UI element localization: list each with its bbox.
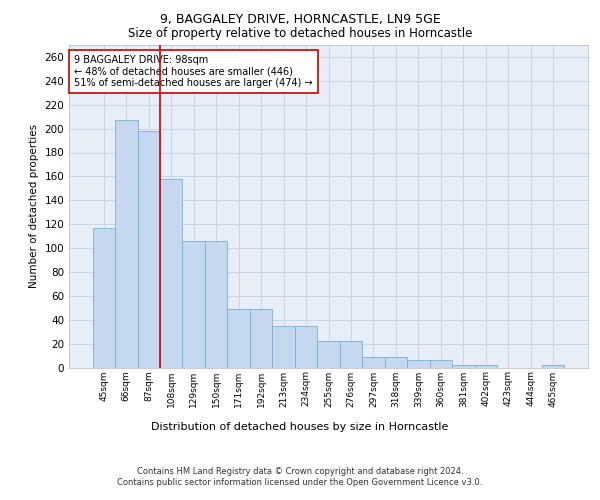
Bar: [340, 341, 362, 367]
Bar: [475, 365, 497, 368]
Bar: [430, 360, 452, 368]
Bar: [115, 120, 137, 368]
Y-axis label: Number of detached properties: Number of detached properties: [29, 124, 39, 288]
Bar: [407, 360, 430, 368]
Bar: [317, 341, 340, 367]
Text: Distribution of detached houses by size in Horncastle: Distribution of detached houses by size …: [151, 422, 449, 432]
Bar: [385, 357, 407, 368]
Bar: [137, 131, 160, 368]
Bar: [542, 365, 565, 368]
Text: 9, BAGGALEY DRIVE, HORNCASTLE, LN9 5GE: 9, BAGGALEY DRIVE, HORNCASTLE, LN9 5GE: [160, 12, 440, 26]
Bar: [362, 357, 385, 368]
Bar: [205, 241, 227, 368]
Bar: [452, 365, 475, 368]
Text: 9 BAGGALEY DRIVE: 98sqm
← 48% of detached houses are smaller (446)
51% of semi-d: 9 BAGGALEY DRIVE: 98sqm ← 48% of detache…: [74, 54, 313, 88]
Bar: [295, 326, 317, 368]
Bar: [272, 326, 295, 368]
Text: Contains HM Land Registry data © Crown copyright and database right 2024.
Contai: Contains HM Land Registry data © Crown c…: [118, 468, 482, 487]
Bar: [182, 241, 205, 368]
Bar: [160, 179, 182, 368]
Bar: [227, 309, 250, 368]
Bar: [250, 309, 272, 368]
Text: Size of property relative to detached houses in Horncastle: Size of property relative to detached ho…: [128, 28, 472, 40]
Bar: [92, 228, 115, 368]
